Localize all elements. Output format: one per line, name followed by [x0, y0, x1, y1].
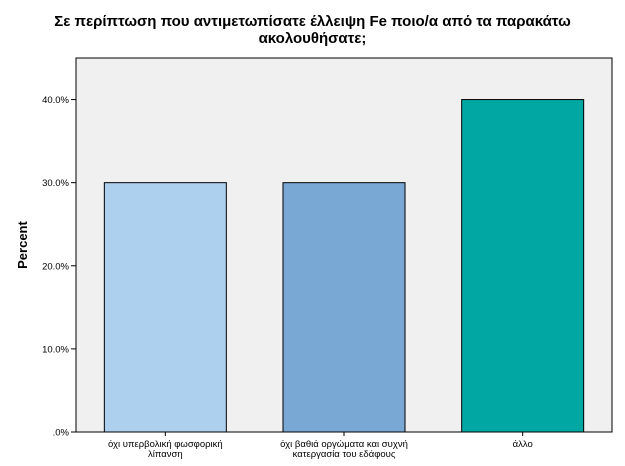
- y-tick-label: 30.0%: [42, 178, 69, 189]
- chart-title-line-1: Σε περίπτωση που αντιμετωπίσατε έλλειψη …: [54, 13, 571, 30]
- bars-group: [103, 99, 585, 433]
- y-axis: .0% 10.0% 20.0% 30.0% 40.0%: [42, 58, 77, 439]
- bar: [282, 182, 406, 433]
- x-category-label: όχι υπερβολική φωσφορική λίπανση: [108, 439, 223, 460]
- y-tick-label: 10.0%: [42, 344, 69, 355]
- chart-title: Σε περίπτωση που αντιμετωπίσατε έλλειψη …: [0, 13, 625, 47]
- x-axis: όχι υπερβολική φωσφορική λίπανση όχι βαθιά…: [108, 432, 533, 460]
- y-tick-label: .0%: [53, 428, 70, 439]
- chart-title-line-2: ακολουθήσατε;: [258, 30, 367, 47]
- bar: [103, 182, 227, 433]
- x-category-label: άλλο: [513, 439, 533, 450]
- bar: [461, 99, 585, 433]
- y-axis-title: Percent: [15, 220, 30, 268]
- y-tick-label: 20.0%: [42, 261, 69, 272]
- x-category-label: όχι βαθιά οργώματα και συχνή κατεργασία τ…: [280, 439, 408, 460]
- y-tick-label: 40.0%: [42, 95, 69, 106]
